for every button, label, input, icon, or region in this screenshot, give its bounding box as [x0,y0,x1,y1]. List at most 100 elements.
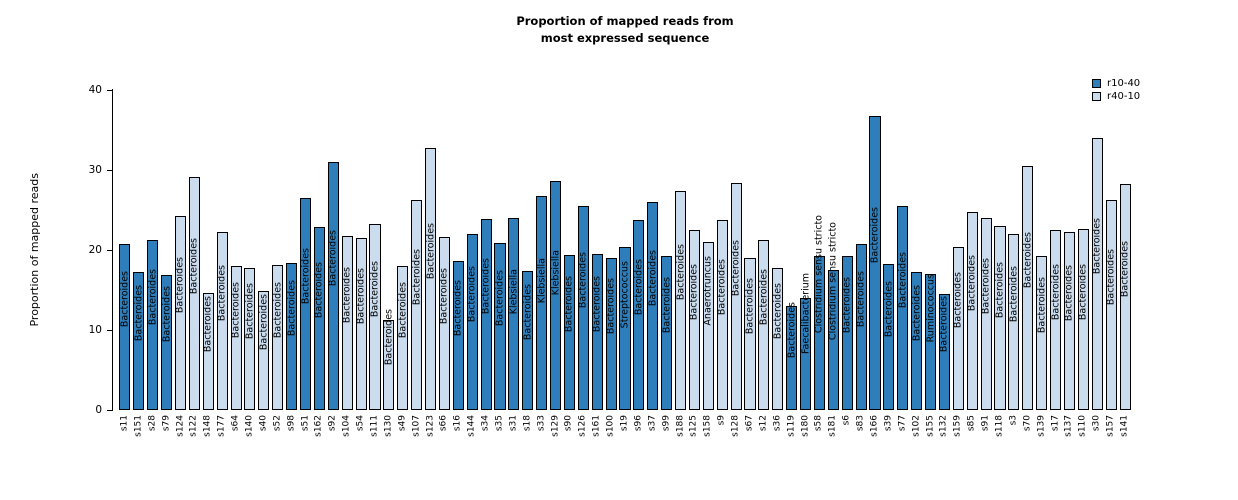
bar-taxon-label: Bacteroides [327,229,339,286]
x-axis-tick-label: s54 [355,415,366,432]
y-axis-tick [107,410,112,411]
x-axis-tick-label: s12 [758,415,769,432]
x-axis-tick-label: s144 [466,415,477,437]
x-axis-tick-label: s161 [591,415,602,437]
bar-taxon-label: Klebsiella [535,257,547,304]
x-axis-tick-label: s67 [744,415,755,432]
x-axis-tick-label: s90 [563,415,574,432]
bar-s3: Bacteroides [1008,234,1020,410]
plot-area: 0 10 20 30 40 Bacteroides s11 Bacteroides s151 Ba… [89,85,1132,437]
y-axis-title: Proportion of mapped reads [28,173,41,327]
bar-taxon-label: Bacteroides [938,295,950,352]
x-axis-tick-label: s104 [341,415,352,437]
x-axis-tick-label: s66 [438,415,449,432]
bar-s137: Bacteroides [1064,231,1076,410]
bar-taxon-label: Bacteroides [396,281,408,338]
bar-s17: Bacteroides [1050,230,1062,410]
bar-s100: Bacteroides [605,258,617,410]
y-axis-title-wrap: Proportion of mapped reads [28,90,41,410]
x-axis-tick-label: s137 [1063,415,1074,437]
bar-s104: Bacteroides [341,235,353,410]
x-axis-tick-label: s118 [994,415,1005,437]
bar-taxon-label: Bacteroides [466,265,478,322]
bar-s180: Faecalibacterium [800,273,812,410]
x-axis-tick-label: s6 [841,415,852,426]
y-axis-tick-label: 40 [88,83,102,96]
bar-s19: Streptococcus [619,246,631,410]
bar-s18: Bacteroides [522,270,534,410]
bar-taxon-label: Bacteroides [910,285,922,342]
bar-taxon-label: Bacteroides [494,270,506,327]
legend-swatch-dark [1092,79,1101,88]
bar-s36: Bacteroides [772,267,784,410]
bar-taxon-label: Bacteroides [119,271,131,328]
bar-s58: Clostridium sensu stricto [814,215,825,410]
x-axis-tick-label: s98 [286,415,297,432]
bar-taxon-label: Bacteroides [869,206,881,263]
y-axis-line [112,89,113,411]
bar-taxon-label: Bacteroides [577,251,589,308]
bar-taxon-label: Bacteroides [438,267,450,324]
bar-taxon-label: Bacteroides [355,267,367,324]
bar-taxon-label: Bacteroides [216,265,228,322]
legend-label-r40-10: r40-10 [1107,90,1141,102]
bar-taxon-label: Bacteroides [313,262,325,319]
bar-s177: Bacteroides [216,232,228,410]
bar-taxon-label: Bacteroides [271,281,283,338]
legend-swatch-light [1092,92,1101,101]
bar-s111: Bacteroides [369,224,381,410]
x-axis-tick-label: s40 [258,415,269,432]
x-axis-tick-label: s30 [1091,415,1102,432]
bar-s9: Bacteroides [716,219,728,410]
bar-taxon-label: Bacteroides [883,281,895,338]
bar-s51: Bacteroides [300,198,312,410]
bar-taxon-label: Bacteroides [244,282,256,339]
bar-taxon-label: Bacteroides [730,240,742,297]
y-axis-tick-label: 0 [95,403,102,416]
x-axis-tick-label: s157 [1105,415,1116,437]
x-axis-tick-label: s34 [480,415,491,432]
bar-taxon-label: Bacteroides [855,271,867,328]
y-axis-tick-label: 10 [88,323,102,336]
x-axis-tick-label: s181 [827,415,838,437]
bar-taxon-label: Bacteroides [633,258,645,315]
bar-s6: Bacteroides [841,255,853,410]
bar-taxon-label: Clostridium sensu stricto [813,214,825,333]
bar-s166: Bacteroides [869,115,881,410]
x-axis-tick-label: s130 [383,415,394,437]
bar-taxon-label: Bacteroides [897,251,909,308]
bar-taxon-label: Bacteroides [772,282,784,339]
x-axis-tick-label: s51 [300,415,311,432]
bar-taxon-label: Klebsiella [549,250,561,296]
chart-title-line1: Proportion of mapped reads from [516,14,734,28]
bar-taxon-label: Bacteroides [230,281,242,338]
bar-taxon-label: Bacteroides [133,284,145,341]
x-axis-tick-label: s36 [772,415,783,432]
legend-label-r10-40: r10-40 [1107,77,1141,89]
bar-taxon-label: Bacteroides [563,276,575,333]
x-axis-tick-label: s33 [536,415,547,432]
bar-s34: Bacteroides [480,218,492,410]
x-axis-tick-label: s180 [800,415,811,437]
bar-taxon-label: Bacteroides [952,272,964,329]
legend-item-r10-40: r10-40 [1092,77,1140,90]
x-axis-tick-label: s107 [411,415,422,437]
x-axis-tick-label: s35 [494,415,505,432]
bar-s39: Bacteroides [883,264,895,410]
bar-taxon-label: Bacteroides [522,284,533,341]
x-axis-tick-label: s19 [619,415,630,432]
bar-taxon-label: Bacteroides [688,263,700,320]
bar-s181: Clostridium sensu stricto [828,222,839,410]
x-axis-tick-label: s99 [661,415,672,432]
bar-s162: Bacteroides [313,226,325,410]
bar-s151: Bacteroides [133,271,145,410]
bar-s102: Bacteroides [910,272,923,410]
bar-s157: Bacteroides [1105,199,1117,410]
x-axis-tick-label: s140 [244,415,255,437]
x-axis-tick-label: s166 [869,415,880,437]
x-axis-tick-label: s96 [633,415,644,432]
x-axis-tick-label: s111 [369,415,380,437]
bar-taxon-label: Bacteroides [994,261,1006,318]
legend-item-r40-10: r40-10 [1092,90,1140,103]
x-axis-tick-label: s177 [216,415,227,437]
